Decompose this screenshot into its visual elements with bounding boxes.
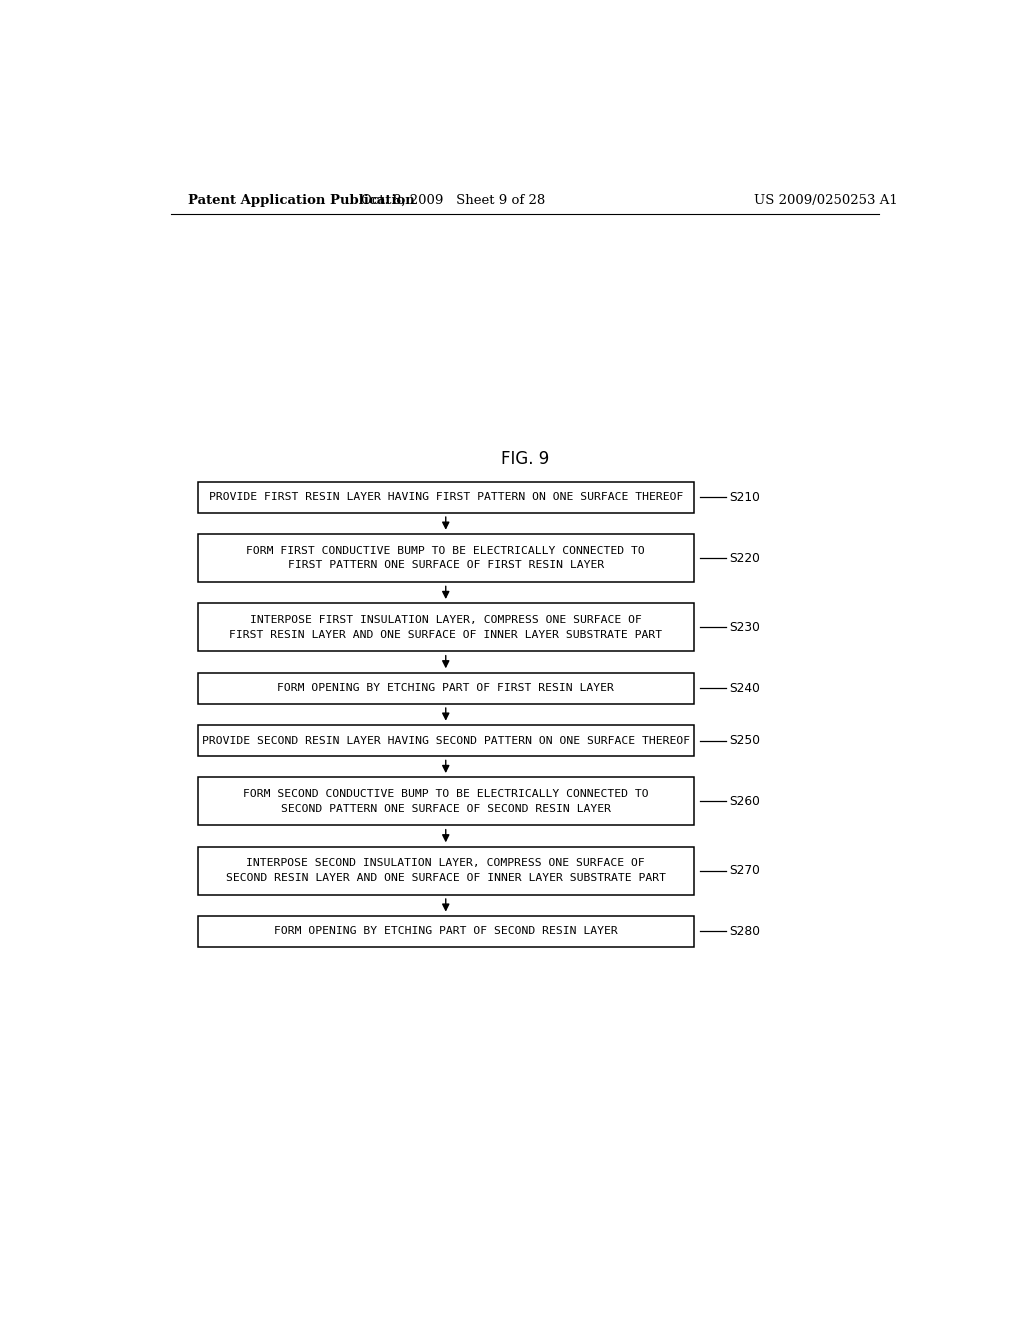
Bar — [198, 777, 693, 825]
Bar — [198, 482, 693, 512]
Text: FORM SECOND CONDUCTIVE BUMP TO BE ELECTRICALLY CONNECTED TO
SECOND PATTERN ONE S: FORM SECOND CONDUCTIVE BUMP TO BE ELECTR… — [243, 789, 648, 813]
Text: US 2009/0250253 A1: US 2009/0250253 A1 — [754, 194, 897, 207]
Text: Patent Application Publication: Patent Application Publication — [188, 194, 415, 207]
Text: S280: S280 — [729, 925, 761, 939]
Bar — [198, 847, 693, 895]
Bar — [198, 725, 693, 756]
Text: PROVIDE SECOND RESIN LAYER HAVING SECOND PATTERN ON ONE SURFACE THEREOF: PROVIDE SECOND RESIN LAYER HAVING SECOND… — [202, 735, 690, 746]
Text: PROVIDE FIRST RESIN LAYER HAVING FIRST PATTERN ON ONE SURFACE THEREOF: PROVIDE FIRST RESIN LAYER HAVING FIRST P… — [209, 492, 683, 502]
Text: S210: S210 — [729, 491, 760, 504]
Text: S240: S240 — [729, 681, 760, 694]
Text: FORM FIRST CONDUCTIVE BUMP TO BE ELECTRICALLY CONNECTED TO
FIRST PATTERN ONE SUR: FORM FIRST CONDUCTIVE BUMP TO BE ELECTRI… — [247, 546, 645, 570]
Text: Oct. 8, 2009   Sheet 9 of 28: Oct. 8, 2009 Sheet 9 of 28 — [361, 194, 546, 207]
Text: S220: S220 — [729, 552, 760, 565]
Text: INTERPOSE SECOND INSULATION LAYER, COMPRESS ONE SURFACE OF
SECOND RESIN LAYER AN: INTERPOSE SECOND INSULATION LAYER, COMPR… — [225, 858, 666, 883]
Bar — [198, 603, 693, 651]
Text: S250: S250 — [729, 734, 761, 747]
Text: FORM OPENING BY ETCHING PART OF FIRST RESIN LAYER: FORM OPENING BY ETCHING PART OF FIRST RE… — [278, 684, 614, 693]
Text: FORM OPENING BY ETCHING PART OF SECOND RESIN LAYER: FORM OPENING BY ETCHING PART OF SECOND R… — [273, 927, 617, 936]
Text: S260: S260 — [729, 795, 760, 808]
Text: INTERPOSE FIRST INSULATION LAYER, COMPRESS ONE SURFACE OF
FIRST RESIN LAYER AND : INTERPOSE FIRST INSULATION LAYER, COMPRE… — [229, 615, 663, 639]
Text: S230: S230 — [729, 620, 760, 634]
Text: FIG. 9: FIG. 9 — [501, 450, 549, 467]
Text: S270: S270 — [729, 865, 760, 878]
Bar — [198, 673, 693, 704]
Bar — [198, 916, 693, 946]
Bar — [198, 535, 693, 582]
